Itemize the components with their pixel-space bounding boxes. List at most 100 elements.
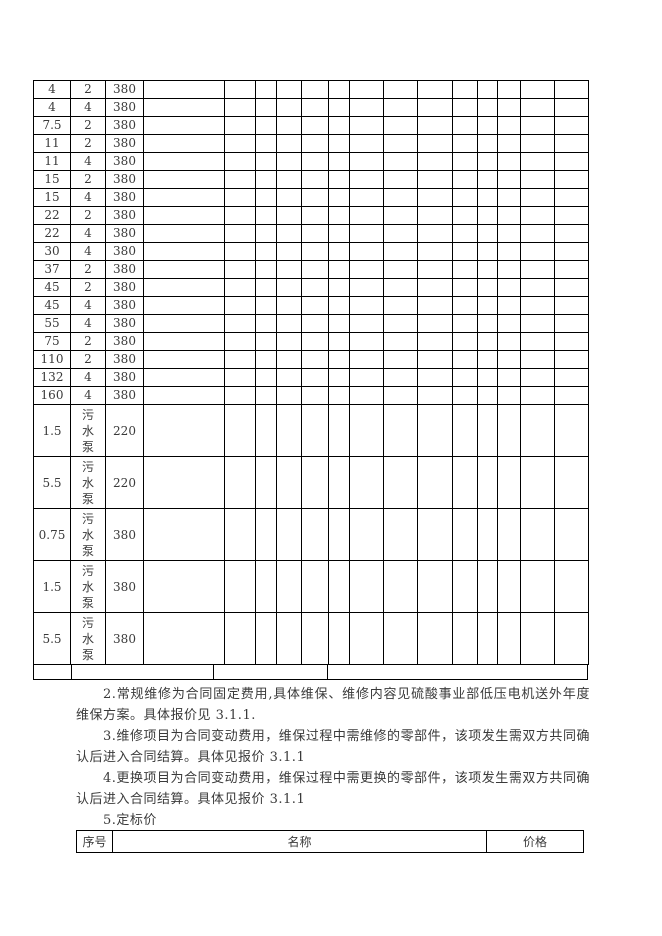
col3-cell: 380 [105,260,144,279]
col1-cell: 5.5 [33,456,71,509]
empty-cell [301,170,329,189]
table-row: 132 4 380 [33,368,589,387]
paragraph-replacement-items: 4.更换项目为合同变动费用，维保过程中需更换的零部件，该项发生需双方共同确认后进… [76,771,590,807]
empty-cell [497,560,521,613]
empty-cell [477,224,498,243]
empty-cell [349,188,384,207]
col3-cell: 380 [105,152,144,171]
empty-cell [497,456,521,509]
motor-maintenance-table: 4 2 380 4 4 380 7.5 2 380 11 2 380 11 4 380 15 2 380 15 4 38… [33,80,589,680]
empty-cell [328,332,350,351]
empty-cell [349,314,384,333]
col3-cell: 380 [105,224,144,243]
empty-cell [417,508,453,561]
empty-cell [328,188,350,207]
col3-cell: 380 [105,296,144,315]
empty-cell [143,560,225,613]
col3-cell: 380 [105,386,144,405]
empty-cell [477,242,498,261]
col2-cell: 2 [70,350,106,369]
empty-cell [554,560,589,613]
empty-cell [520,134,555,153]
col1-cell: 0.75 [33,508,71,561]
col1-cell: 7.5 [33,116,71,135]
col3-cell: 380 [105,134,144,153]
empty-cell [417,152,453,171]
empty-cell [520,508,555,561]
empty-cell [349,508,384,561]
table-row: 160 4 380 [33,386,589,405]
empty-cell [383,508,418,561]
empty-cell [349,152,384,171]
empty-cell [255,206,277,225]
table-row: 110 2 380 [33,350,589,369]
empty-cell [276,116,302,135]
empty-cell [301,314,329,333]
empty-cell [224,80,256,99]
col1-cell: 4 [33,80,71,99]
empty-cell [224,134,256,153]
empty-cell [276,456,302,509]
empty-cell [276,368,302,387]
empty-cell [255,224,277,243]
empty-cell [224,170,256,189]
empty-cell [520,296,555,315]
col3-cell: 380 [105,206,144,225]
col3-cell: 380 [105,332,144,351]
empty-cell [477,560,498,613]
empty-cell [301,134,329,153]
col1-cell: 11 [33,152,71,171]
empty-cell [477,386,498,405]
empty-cell [349,560,384,613]
empty-cell [520,206,555,225]
empty-cell [497,242,521,261]
empty-cell [349,116,384,135]
empty-cell [383,332,418,351]
col2-cell: 4 [70,152,106,171]
empty-cell [255,508,277,561]
empty-cell [417,134,453,153]
empty-cell [477,332,498,351]
col3-cell: 380 [105,278,144,297]
empty-cell [452,206,478,225]
table-row: 22 4 380 [33,224,589,243]
empty-cell [255,188,277,207]
empty-cell [328,368,350,387]
empty-cell [328,242,350,261]
empty-cell [497,350,521,369]
empty-cell [328,278,350,297]
empty-cell [554,508,589,561]
col1-cell: 45 [33,296,71,315]
empty-cell [224,332,256,351]
empty-cell [328,134,350,153]
table-row: 11 4 380 [33,152,589,171]
empty-cell [349,612,384,665]
empty-cell [328,560,350,613]
empty-cell [276,242,302,261]
empty-cell [276,560,302,613]
col2-cell: 4 [70,224,106,243]
empty-cell [255,116,277,135]
col2-cell: 2 [70,332,106,351]
table-row: 75 2 380 [33,332,589,351]
empty-cell [520,612,555,665]
empty-cell [477,612,498,665]
empty-cell [349,332,384,351]
empty-cell [224,508,256,561]
table-row: 4 2 380 [33,80,589,99]
empty-cell [224,314,256,333]
empty-cell [452,368,478,387]
empty-cell [452,350,478,369]
footer-cell [71,665,213,679]
empty-cell [255,386,277,405]
empty-cell [477,116,498,135]
empty-cell [328,404,350,457]
empty-cell [301,98,329,117]
col2-cell: 污 水 泵 [70,612,106,665]
empty-cell [143,386,225,405]
paragraph-fixed-price-heading: 5.定标价 [103,813,157,828]
col2-cell: 2 [70,80,106,99]
empty-cell [497,206,521,225]
price-table: 序号 名称 价格 [76,830,584,853]
empty-cell [554,98,589,117]
